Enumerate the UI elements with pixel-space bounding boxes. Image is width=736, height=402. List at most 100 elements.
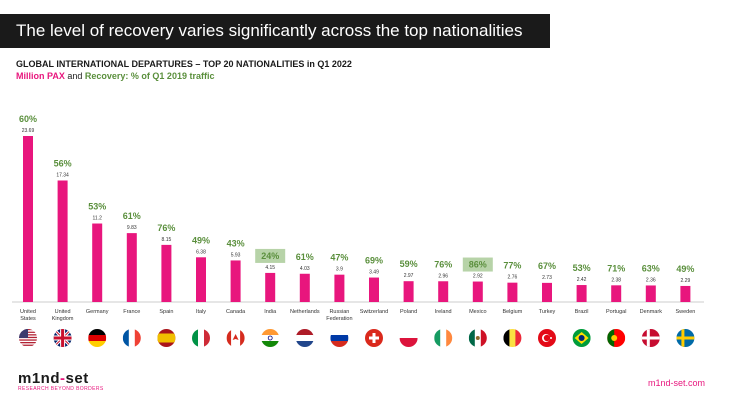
value-label: 5.93 — [231, 252, 241, 258]
value-label: 9.83 — [127, 225, 137, 231]
category-label: United — [55, 309, 71, 315]
value-label: 8.15 — [162, 237, 172, 243]
title-bar: The level of recovery varies significant… — [0, 14, 550, 48]
logo-text-post: set — [65, 370, 89, 387]
value-label: 17.34 — [56, 172, 69, 178]
recovery-label: 49% — [676, 264, 694, 274]
logo-text-pre: m1nd — [18, 370, 61, 387]
value-label: 2.29 — [681, 278, 691, 284]
recovery-label: 43% — [227, 238, 245, 248]
category-label: Canada — [226, 309, 246, 315]
brand-logo: m1nd-set RESEARCH BEYOND BORDERS — [18, 370, 104, 392]
bar — [299, 273, 310, 302]
category-label: United — [20, 309, 36, 315]
category-label: Brazil — [575, 309, 589, 315]
netherlands-flag-icon — [295, 329, 314, 347]
recovery-label: 86% — [469, 260, 487, 270]
legend-and: and — [67, 71, 83, 81]
recovery-label: 69% — [365, 256, 383, 266]
bar — [23, 136, 33, 302]
bar — [403, 281, 414, 302]
spain-flag-icon — [157, 329, 176, 347]
value-label: 2.97 — [404, 273, 414, 279]
category-label: Denmark — [640, 309, 663, 315]
bar — [438, 281, 449, 302]
value-label: 23.69 — [22, 128, 35, 134]
belgium-flag-icon — [503, 329, 522, 347]
recovery-label: 61% — [296, 252, 314, 262]
recovery-label: 53% — [573, 263, 591, 273]
canada-flag-icon — [226, 329, 245, 347]
category-label: Poland — [400, 309, 417, 315]
recovery-label: 24% — [261, 251, 279, 261]
bar — [576, 285, 587, 302]
value-label: 3.49 — [369, 270, 379, 276]
recovery-label: 56% — [54, 158, 72, 168]
recovery-label: 67% — [538, 261, 556, 271]
value-label: 11.2 — [93, 216, 103, 222]
germany-flag-icon — [88, 329, 107, 347]
value-label: 2.73 — [542, 275, 552, 281]
recovery-label: 76% — [157, 223, 175, 233]
ireland-flag-icon — [434, 329, 453, 347]
brazil-flag-icon — [572, 329, 591, 347]
bar — [369, 277, 379, 302]
value-label: 3.9 — [336, 267, 343, 273]
bar — [265, 272, 276, 302]
chart-subtitle: GLOBAL INTERNATIONAL DEPARTURES – TOP 20… — [16, 59, 352, 69]
category-label: France — [123, 309, 140, 315]
category-label: Kingdom — [52, 316, 74, 322]
recovery-label: 76% — [434, 259, 452, 269]
website-link[interactable]: m1nd-set.com — [648, 378, 706, 388]
bar — [542, 282, 552, 302]
recovery-label: 47% — [330, 253, 348, 263]
bar — [645, 285, 656, 302]
recovery-label: 77% — [503, 261, 521, 271]
page-title: The level of recovery varies significant… — [16, 21, 523, 40]
highlight-box — [255, 248, 286, 263]
uk-flag-icon — [53, 329, 72, 347]
legend-recovery: Recovery: % of Q1 2019 traffic — [84, 71, 215, 81]
switzerland-flag-icon — [365, 329, 383, 347]
category-label: Sweden — [675, 309, 695, 315]
category-label: Portugal — [606, 309, 627, 315]
bar — [161, 244, 172, 302]
recovery-label: 61% — [123, 211, 141, 221]
india-flag-icon — [261, 329, 280, 347]
recovery-label: 60% — [19, 114, 37, 124]
category-label: Germany — [86, 309, 109, 315]
value-label: 2.38 — [611, 277, 621, 283]
highlight-box — [462, 257, 493, 272]
category-label: Italy — [196, 309, 206, 315]
portugal-flag-icon — [607, 329, 626, 347]
bar — [230, 260, 241, 302]
bar — [611, 285, 622, 302]
category-label: Federation — [326, 316, 352, 322]
bar — [57, 180, 68, 302]
france-flag-icon — [122, 329, 141, 347]
category-label: Mexico — [469, 309, 486, 315]
value-label: 2.96 — [438, 273, 448, 279]
bar — [92, 223, 103, 302]
recovery-label: 63% — [642, 263, 660, 273]
recovery-label: 49% — [192, 235, 210, 245]
value-label: 2.42 — [577, 277, 587, 283]
category-label: Turkey — [539, 309, 556, 315]
recovery-label: 53% — [88, 202, 106, 212]
turkey-flag-icon — [538, 329, 556, 347]
value-label: 2.92 — [473, 274, 483, 280]
us-flag-icon — [19, 329, 37, 346]
value-label: 6.38 — [196, 249, 206, 255]
logo-mark: - — [60, 370, 66, 387]
russia-flag-icon — [330, 329, 349, 347]
value-label: 4.15 — [265, 265, 275, 271]
bar — [507, 282, 518, 302]
value-label: 2.36 — [646, 277, 656, 283]
category-label: Russian — [329, 309, 349, 315]
category-label: Switzerland — [360, 309, 388, 315]
italy-flag-icon — [192, 329, 210, 347]
category-label: Netherlands — [290, 309, 320, 315]
chart-legend-line: Million PAX and Recovery: % of Q1 2019 t… — [16, 71, 214, 81]
bar — [334, 274, 345, 302]
